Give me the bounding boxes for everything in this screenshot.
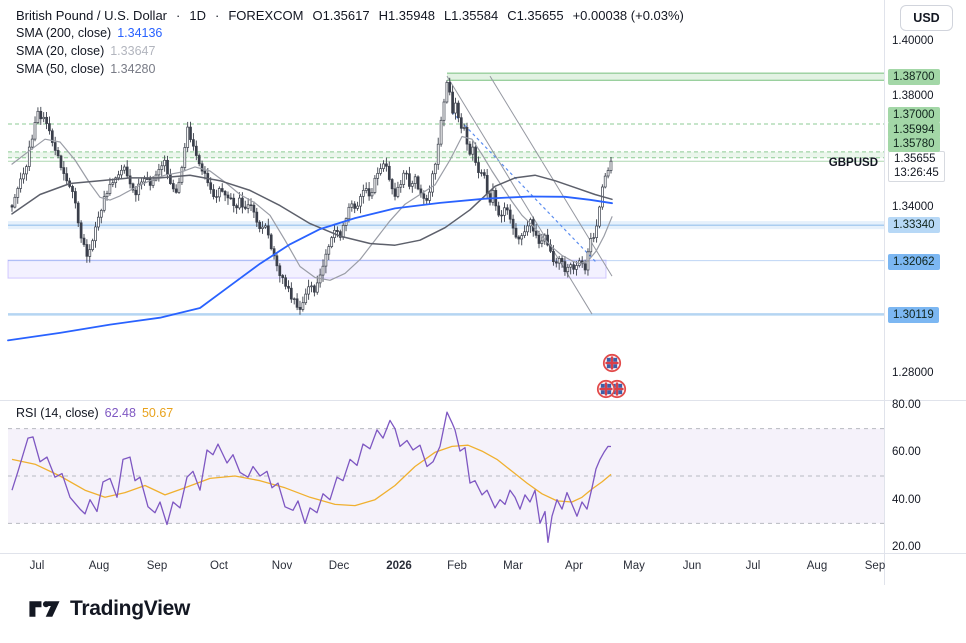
time-tick-label: Apr (565, 560, 583, 572)
rsi-tick-label: 60.00 (892, 446, 921, 458)
pane-separator[interactable] (0, 400, 966, 401)
trendline[interactable] (451, 111, 597, 263)
indicator-label: SMA (50, close) (16, 62, 105, 76)
time-tick-label: Dec (328, 560, 350, 572)
rsi-ma-line[interactable] (11, 444, 612, 507)
time-tick-label: Aug (88, 560, 110, 572)
symbol-title-row[interactable]: British Pound / U.S. Dollar · 1D · FOREX… (16, 7, 684, 24)
price-tick-label: 1.40000 (892, 35, 934, 47)
rsi-line[interactable] (11, 411, 612, 543)
rsi-tick-label: 80.00 (892, 399, 921, 411)
price-level-badge: 1.35994 (888, 122, 940, 138)
price-level-badge: 1.30119 (888, 307, 939, 323)
uk-flag-event-icon[interactable] (602, 353, 622, 373)
indicator-label: SMA (20, close) (16, 44, 105, 58)
price-axis-border (884, 0, 885, 585)
separator-dot: · (214, 8, 220, 23)
indicator-value: 1.33647 (110, 44, 156, 58)
price-level-badge: 1.37000 (888, 107, 940, 123)
indicator-value: 1.34136 (117, 26, 163, 40)
price-level-badge: 1.38700 (888, 69, 940, 85)
rsi-tick-label: 20.00 (892, 541, 921, 553)
ohlc-low: L1.35584 (443, 8, 499, 23)
price-line-symbol-label: GBPUSD (828, 157, 878, 169)
rsi-value: 62.48 (104, 406, 136, 420)
price-tick-label: 1.28000 (892, 367, 934, 379)
rsi-tick-label: 40.00 (892, 494, 921, 506)
time-tick-label: Mar (503, 560, 523, 572)
price-level-badge: 1.35780 (888, 136, 940, 152)
tradingview-logo-text: TradingView (70, 597, 191, 620)
bar-countdown: 13:26:45 (894, 166, 939, 179)
rsi-ma-value: 50.67 (141, 406, 174, 420)
time-axis-separator (0, 553, 966, 554)
rsi-legend-row[interactable]: RSI (14, close) 62.48 50.67 (16, 406, 173, 420)
rsi-label: RSI (14, close) (16, 406, 99, 420)
price-level-badge: 1.33340 (888, 217, 940, 233)
indicator-label: SMA (200, close) (16, 26, 112, 40)
time-tick-label: Aug (806, 560, 828, 572)
indicator-value: 1.34280 (110, 62, 156, 76)
candlestick-series[interactable] (10, 77, 613, 315)
drawing-zone[interactable] (8, 260, 606, 279)
drawing-zone-border[interactable] (7, 259, 607, 279)
current-price: 1.35655 (894, 153, 936, 165)
price-level-badge: 1.32062 (888, 254, 940, 270)
price-tick-label: 1.38000 (892, 90, 934, 102)
indicator-row-sma200[interactable]: SMA (200, close) 1.34136 (16, 25, 684, 42)
separator-dot: · (176, 8, 181, 23)
symbol-title[interactable]: British Pound / U.S. Dollar (16, 8, 168, 23)
time-tick-label: Sep (146, 560, 168, 572)
time-tick-label: Nov (271, 560, 293, 572)
indicator-row-sma20[interactable]: SMA (20, close) 1.33647 (16, 43, 684, 60)
drawing-zone[interactable] (8, 151, 884, 158)
tradingview-logo-icon (29, 601, 60, 617)
time-tick-label: Feb (447, 560, 467, 572)
interval-label[interactable]: 1D (189, 8, 206, 23)
change-label: +0.00038 (+0.03%) (572, 8, 684, 23)
time-tick-label: Jul (745, 560, 761, 572)
sma50-line[interactable] (11, 174, 613, 246)
ohlc-open: O1.35617 (312, 8, 370, 23)
time-tick-label: Jun (682, 560, 702, 572)
drawing-zone[interactable] (447, 73, 884, 81)
ohlc-high: H1.35948 (378, 8, 435, 23)
time-tick-label: Oct (210, 560, 228, 572)
currency-unit-button[interactable]: USD (900, 5, 953, 31)
time-tick-label: Sep (864, 560, 886, 572)
sma200-line[interactable] (7, 195, 613, 342)
uk-flag-event-icon[interactable] (596, 379, 616, 399)
current-price-axis-label: 1.35655 13:26:45 (888, 151, 945, 182)
price-tick-label: 1.34000 (892, 201, 934, 213)
time-tick-label: May (623, 560, 645, 572)
ohlc-close: C1.35655 (507, 8, 564, 23)
tradingview-logo[interactable]: TradingView (28, 597, 190, 621)
time-tick-label: Jul (29, 560, 45, 572)
indicator-row-sma50[interactable]: SMA (50, close) 1.34280 (16, 61, 684, 78)
exchange-label: FOREXCOM (228, 8, 304, 23)
symbol-legend: British Pound / U.S. Dollar · 1D · FOREX… (16, 7, 684, 78)
time-tick-label: 2026 (386, 560, 412, 572)
sma20-line[interactable] (11, 135, 613, 281)
